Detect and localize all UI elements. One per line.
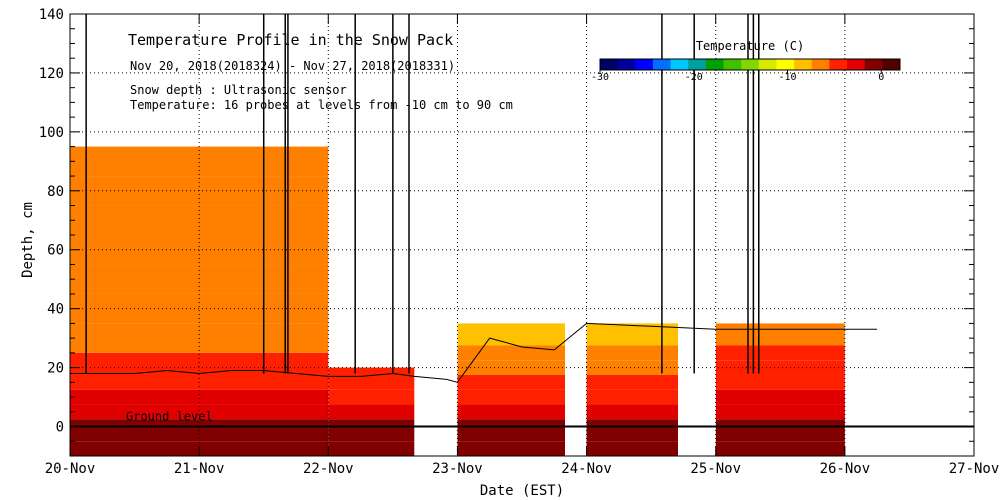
heat-cell — [457, 441, 566, 456]
colorbar-swatch — [882, 59, 901, 70]
colorbar-swatch — [600, 59, 619, 70]
heat-cell — [715, 323, 845, 346]
chart-subtitle: Nov 20, 2018(2018324) - Nov 27, 2018(201… — [130, 59, 455, 73]
heat-cell — [328, 367, 415, 390]
heat-cell — [328, 419, 415, 442]
colorbar-swatch — [864, 59, 883, 70]
heat-cell — [457, 345, 566, 361]
grid-lines — [70, 14, 974, 456]
colorbar-title: Temperature (C) — [696, 39, 804, 53]
note-snow-depth: Snow depth : Ultrasonic sensor — [130, 83, 347, 97]
colorbar: -30 -20 -10 0 — [591, 58, 901, 83]
heat-cell — [70, 352, 329, 375]
snow-depth-path — [70, 322, 878, 383]
x-tick-label: 26-Nov — [820, 461, 871, 477]
x-tick-label: 27-Nov — [949, 461, 1000, 477]
heat-cell — [328, 441, 415, 456]
heat-cell — [70, 404, 329, 420]
colorbar-swatch — [741, 59, 760, 70]
colorbar-swatch — [847, 59, 866, 70]
heat-cell — [457, 360, 566, 375]
y-tick-label: 100 — [39, 125, 64, 141]
heat-cell — [715, 345, 845, 361]
colorbar-swatch — [794, 59, 813, 70]
heat-cell — [715, 419, 845, 442]
colorbar-swatch — [758, 59, 777, 70]
x-tick-label: 23-Nov — [432, 461, 483, 477]
heat-cell — [328, 389, 415, 405]
colorbar-tick-label: -10 — [778, 72, 796, 83]
x-tick-label: 20-Nov — [45, 461, 96, 477]
heat-cell — [70, 264, 329, 294]
colorbar-swatch — [705, 59, 725, 70]
axes: 0 20 40 60 80 100 120 140 20-Nov 21-Nov 22-Nov 23-N… — [39, 7, 1000, 477]
heat-cell — [715, 360, 845, 375]
data-gap — [678, 14, 716, 456]
colorbar-swatch — [829, 59, 848, 70]
y-axis-title: Depth, cm — [20, 202, 36, 278]
colorbar-swatch — [635, 59, 654, 70]
heat-cell — [715, 389, 845, 405]
heat-cell — [715, 441, 845, 456]
heat-cell — [70, 146, 329, 177]
heat-cell — [586, 345, 679, 361]
colorbar-tick-label: 0 — [878, 72, 884, 83]
heat-cell — [586, 404, 679, 420]
colorbar-frame — [599, 58, 901, 71]
heat-cell — [586, 374, 679, 390]
ground-level-label: Ground level — [126, 410, 213, 424]
data-gap — [414, 14, 458, 456]
heat-cell — [586, 419, 679, 442]
colorbar-swatch — [688, 59, 707, 70]
y-tick-label: 140 — [39, 7, 64, 23]
heat-cell — [70, 235, 329, 265]
colorbar-tick-label: -20 — [685, 72, 703, 83]
heat-cell — [457, 374, 566, 390]
colorbar-swatch — [670, 59, 689, 70]
x-tick-label: 25-Nov — [690, 461, 741, 477]
note-temperature: Temperature: 16 probes at levels from -1… — [130, 98, 513, 112]
snow-depth-line — [70, 14, 878, 383]
x-tick-label: 24-Nov — [561, 461, 612, 477]
chart-title: Temperature Profile in the Snow Pack — [128, 31, 453, 49]
heat-cell — [715, 374, 845, 390]
heat-cell — [70, 389, 329, 405]
x-axis-title: Date (EST) — [480, 483, 564, 499]
x-tick-label: 22-Nov — [303, 461, 354, 477]
heat-cell — [586, 323, 679, 346]
y-tick-label: 120 — [39, 66, 64, 82]
colorbar-swatch — [652, 59, 672, 70]
colorbar-swatch — [723, 59, 742, 70]
heat-cell — [586, 441, 679, 456]
heat-cell — [457, 323, 566, 346]
y-tick-label: 20 — [47, 361, 64, 377]
heat-cell — [457, 404, 566, 420]
y-tick-label: 80 — [47, 184, 64, 200]
y-tick-label: 0 — [56, 420, 64, 436]
heat-cell — [457, 389, 566, 405]
colorbar-swatch — [617, 59, 636, 70]
temperature-heatmap — [70, 14, 845, 456]
x-tick-label: 21-Nov — [174, 461, 225, 477]
colorbar-tick-label: -30 — [591, 72, 609, 83]
heat-cell — [586, 360, 679, 375]
heat-cell — [715, 404, 845, 420]
heat-cell — [457, 419, 566, 442]
heat-cell — [328, 404, 415, 420]
colorbar-swatch — [776, 59, 795, 70]
heat-cell — [586, 389, 679, 405]
data-gap — [565, 14, 582, 456]
y-tick-label: 60 — [47, 243, 64, 259]
colorbar-swatch — [811, 59, 830, 70]
y-tick-label: 40 — [47, 302, 64, 318]
